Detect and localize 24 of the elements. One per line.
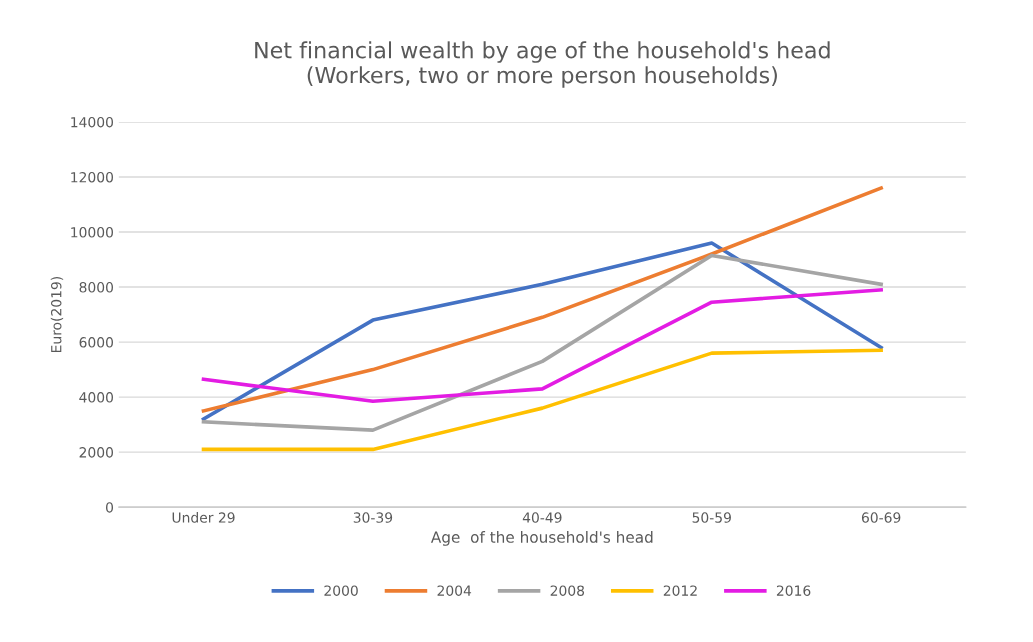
- legend-label: 2008: [550, 585, 585, 596]
- legend-label: 2012: [663, 585, 697, 596]
- line-series: [201, 288, 883, 404]
- x-axis-title: Age of the household's head: [430, 531, 653, 546]
- y-tick-label: 12000: [71, 171, 114, 183]
- y-tick-label: 2000: [79, 447, 114, 458]
- legend-label: 2000: [324, 585, 358, 596]
- y-tick-label: 14000: [71, 116, 114, 128]
- x-tick-label: 30-39: [353, 512, 393, 523]
- x-tick-label: Under 29: [172, 512, 235, 523]
- y-tick-label: 4000: [79, 392, 114, 403]
- line-series: [201, 186, 883, 413]
- y-axis-title: Euro(2019): [50, 276, 64, 353]
- legend-label: 2016: [776, 585, 811, 596]
- x-tick-label: 50-59: [692, 512, 731, 523]
- y-tick-label: 10000: [71, 227, 114, 238]
- legend-label: 2004: [437, 585, 472, 596]
- y-tick-label: 8000: [79, 282, 114, 293]
- y-tick-label: 0: [106, 502, 114, 513]
- line-series: [201, 348, 883, 452]
- chart-title: Net financial wealth by age of the household's head (Workers, two or more person households): [255, 41, 830, 88]
- x-tick-label: 40-49: [522, 512, 562, 523]
- y-tick-label: 6000: [79, 337, 114, 348]
- x-tick-label: 60-69: [861, 512, 901, 523]
